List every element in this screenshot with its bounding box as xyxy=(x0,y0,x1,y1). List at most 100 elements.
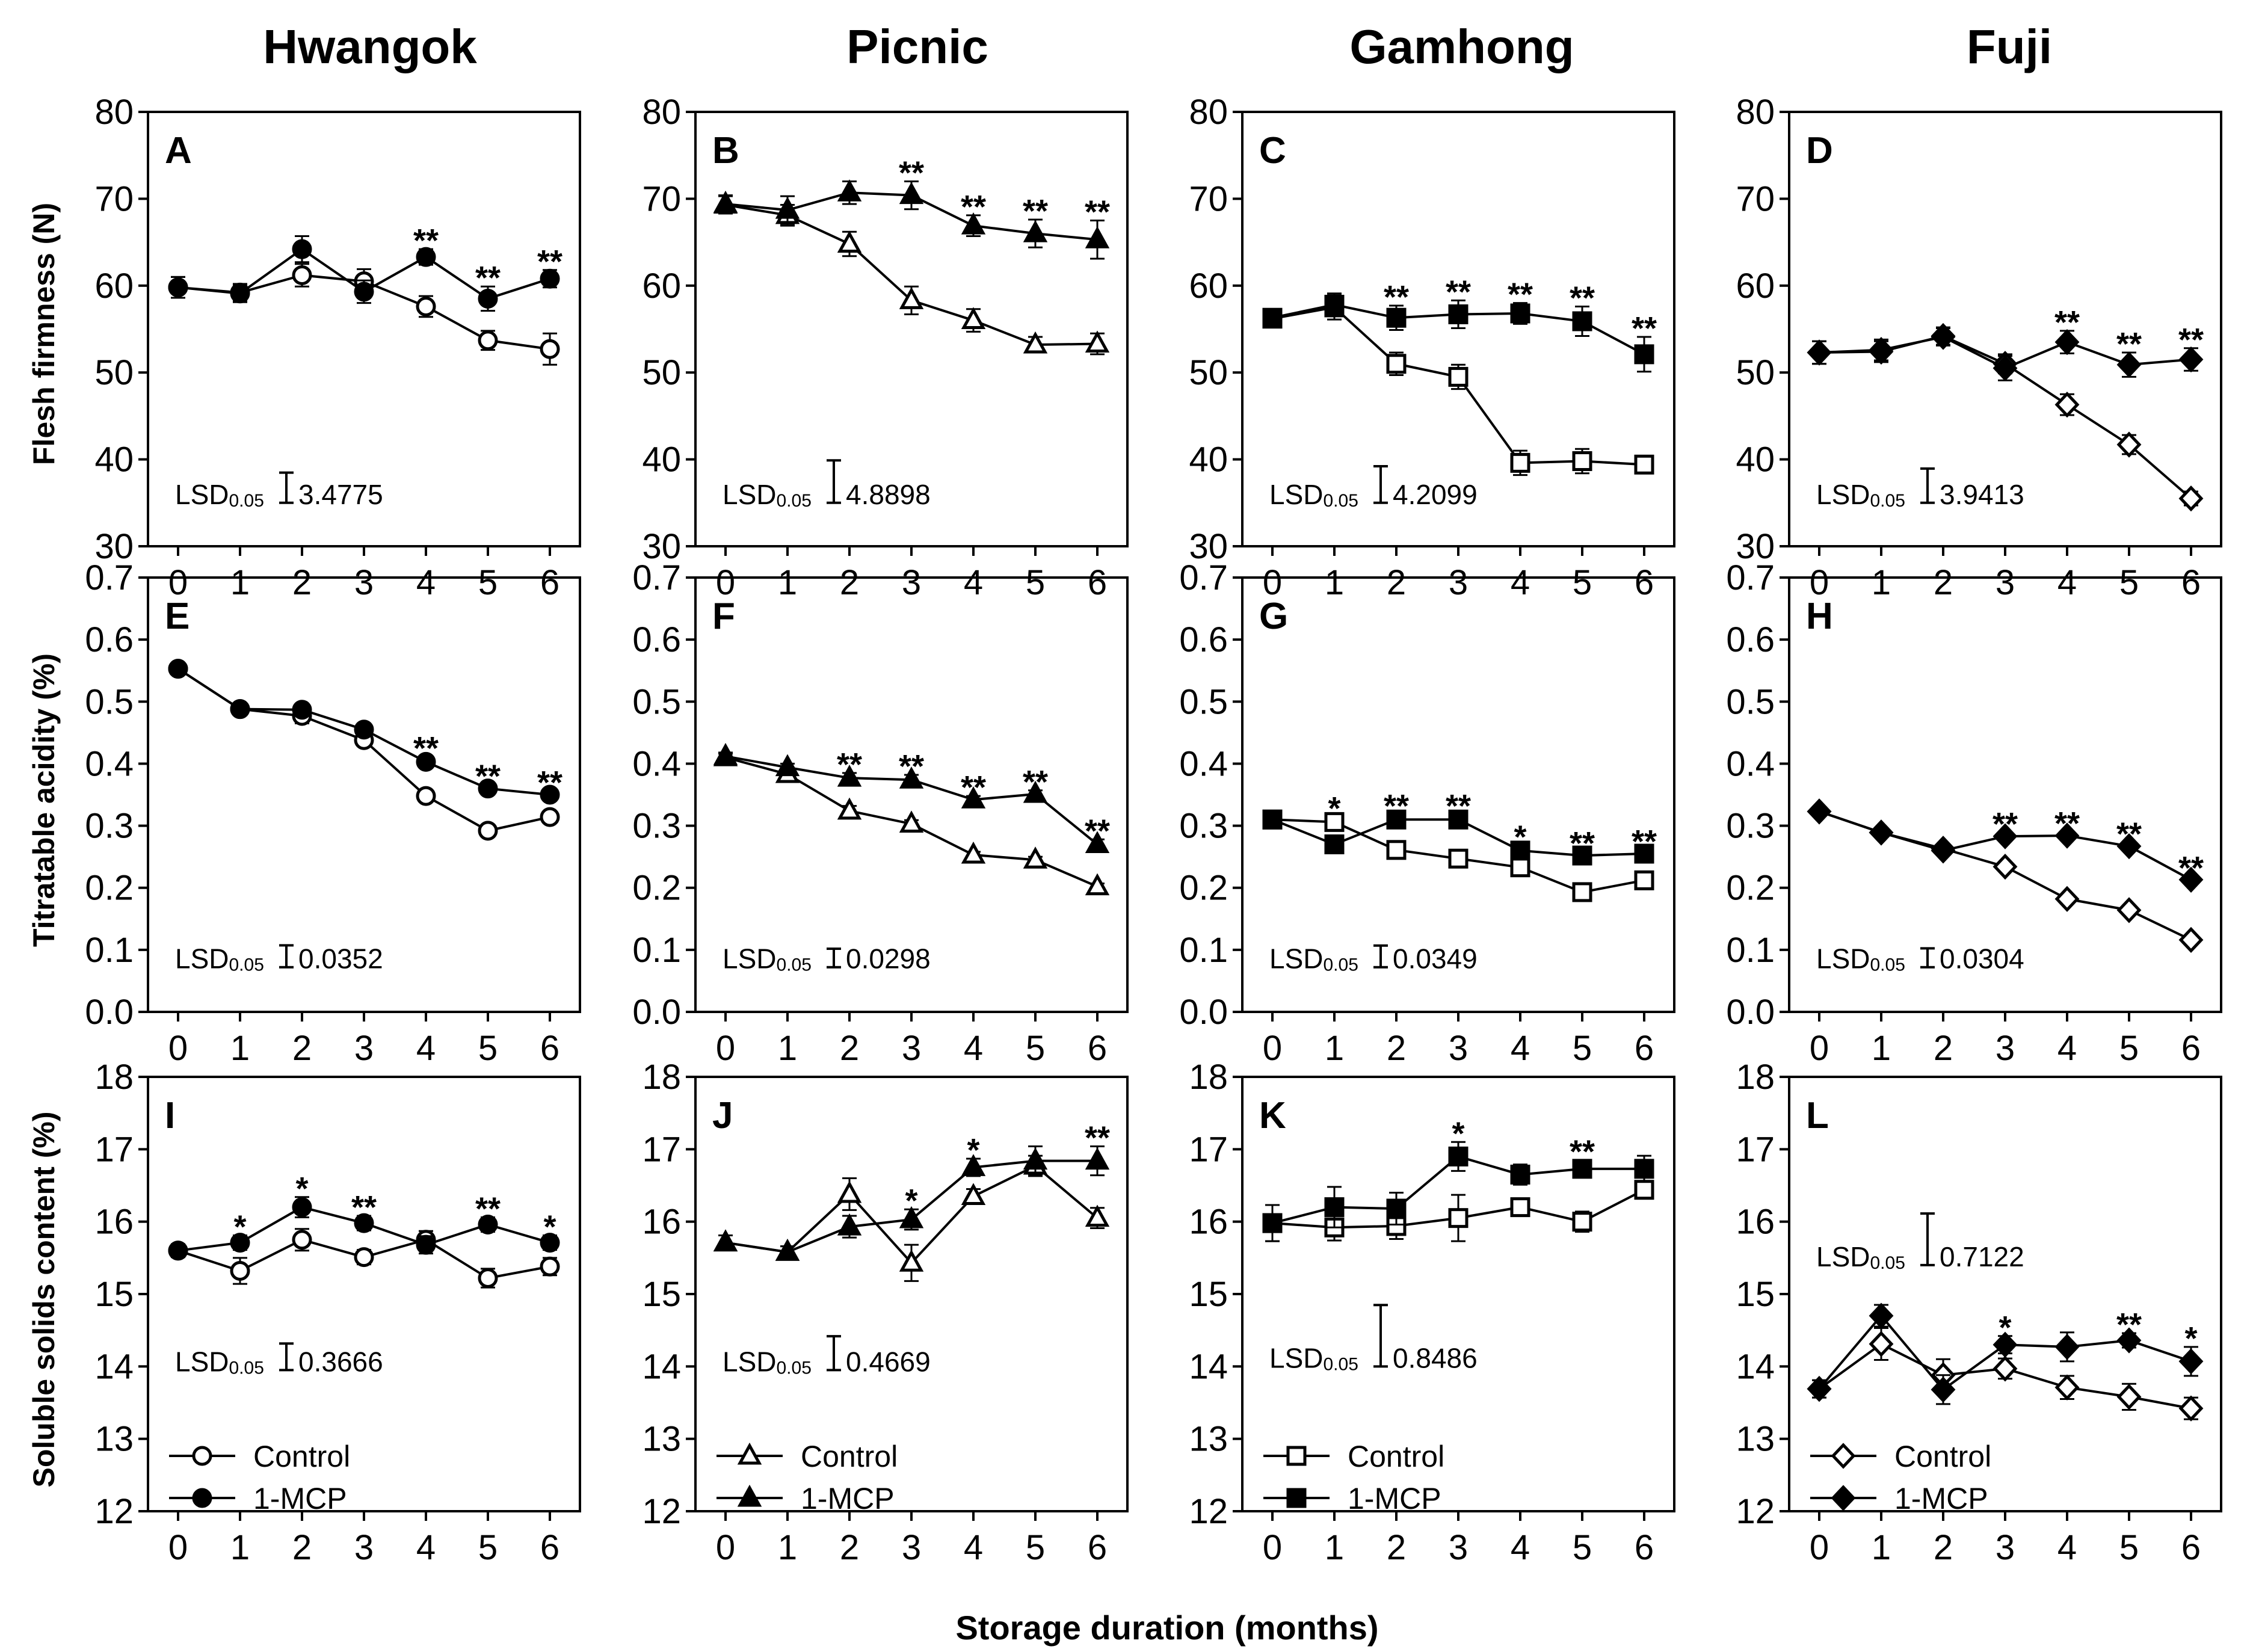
data-point xyxy=(1448,809,1469,830)
y-tick-label: 30 xyxy=(94,527,134,566)
x-tick-label: 5 xyxy=(1026,1029,1045,1068)
y-tick-label: 50 xyxy=(642,353,681,392)
data-point xyxy=(230,699,250,720)
lsd-value: 4.2099 xyxy=(1393,479,1478,510)
significance-marker: ** xyxy=(351,1189,377,1225)
data-point xyxy=(1634,870,1654,890)
x-tick-label: 6 xyxy=(1088,563,1107,602)
panel-g: 0.0 0.1 0.2 0.3 0.4 0.5 0.6 0.7 0 1 2 3 4 5 6 G LSD0.05 0… xyxy=(1179,558,1675,1068)
y-tick-label: 60 xyxy=(1736,267,1775,306)
data-point xyxy=(1085,831,1110,854)
x-tick-label: 4 xyxy=(416,1528,436,1567)
x-tick-label: 6 xyxy=(1635,1528,1654,1567)
panel-letter: K xyxy=(1259,1095,1286,1136)
legend-label-control: Control xyxy=(1348,1440,1444,1473)
lsd-label: LSD0.05 xyxy=(1269,943,1358,975)
x-tick-label: 1 xyxy=(1872,563,1891,602)
significance-marker: * xyxy=(233,1209,246,1245)
data-point xyxy=(713,742,738,765)
data-point xyxy=(1510,452,1530,473)
lsd-value: 0.0298 xyxy=(846,943,931,975)
data-point xyxy=(1324,834,1345,855)
data-point xyxy=(1807,1375,1832,1402)
significance-marker: ** xyxy=(961,769,986,806)
data-point xyxy=(775,754,800,777)
data-point xyxy=(1869,1331,1894,1357)
x-tick-label: 1 xyxy=(230,1528,250,1567)
y-tick-label: 0.1 xyxy=(85,931,134,970)
data-point xyxy=(478,288,498,309)
x-tick-label: 6 xyxy=(540,1528,559,1567)
y-tick-label: 0.0 xyxy=(632,993,681,1032)
panel-f: 0.0 0.1 0.2 0.3 0.4 0.5 0.6 0.7 0 1 2 3 4 5 6 F LSD0.05 0… xyxy=(632,558,1129,1068)
data-point xyxy=(1448,1208,1469,1228)
data-point xyxy=(1386,354,1407,374)
lsd-label: LSD0.05 xyxy=(1816,1241,1905,1273)
lsd-annotation: LSD0.05 3.9413 xyxy=(1816,467,2024,511)
y-tick-label: 40 xyxy=(1189,440,1228,479)
x-tick-label: 0 xyxy=(1810,563,1829,602)
x-tick-label: 3 xyxy=(1996,1029,2015,1068)
data-point xyxy=(1572,845,1592,866)
data-point xyxy=(775,196,800,219)
significance-marker: ** xyxy=(413,730,439,766)
panel-letter: A xyxy=(165,130,192,171)
y-tick-label: 80 xyxy=(642,93,681,132)
y-axis-label-acidity: Titratable acidity (%) xyxy=(27,653,61,947)
x-tick-label: 0 xyxy=(168,1029,188,1068)
x-tick-label: 2 xyxy=(1934,563,1953,602)
plot-frame xyxy=(147,1076,581,1512)
x-tick-label: 6 xyxy=(1635,1029,1654,1068)
data-point xyxy=(1085,330,1110,353)
legend-marker-control xyxy=(192,1446,212,1466)
significance-marker: ** xyxy=(475,1191,501,1227)
panel-letter: E xyxy=(165,596,190,637)
data-point xyxy=(540,339,560,359)
y-tick-label: 14 xyxy=(1189,1347,1228,1386)
column-title-picnic: Picnic xyxy=(846,20,988,73)
data-point xyxy=(478,778,498,799)
y-tick-label: 0.3 xyxy=(1726,807,1775,846)
row-labels: Flesh firmness (N) Titratable acidity (%… xyxy=(27,203,61,1488)
series-1mcp xyxy=(713,1145,1110,1261)
lsd-value: 3.4775 xyxy=(298,479,383,510)
series-control xyxy=(168,1228,560,1289)
lsd-value: 0.4669 xyxy=(846,1346,931,1377)
y-tick-label: 18 xyxy=(94,1058,134,1097)
lsd-label: LSD0.05 xyxy=(175,479,264,511)
y-tick-label: 12 xyxy=(1736,1492,1775,1531)
data-point xyxy=(416,1234,436,1255)
series-1mcp xyxy=(1262,809,1654,866)
data-point xyxy=(292,265,312,285)
series-control xyxy=(168,659,560,841)
y-tick-label: 0.2 xyxy=(632,869,681,908)
x-tick-label: 1 xyxy=(778,563,797,602)
data-point xyxy=(1023,780,1048,803)
x-tick-label: 0 xyxy=(716,1029,735,1068)
data-point xyxy=(540,1233,560,1253)
significance-marker: ** xyxy=(1384,279,1409,315)
x-tick-label: 1 xyxy=(778,1029,797,1068)
data-point xyxy=(1085,226,1110,248)
legend-label-control: Control xyxy=(1894,1440,1991,1473)
column-titles: Hwangok Picnic Gamhong Fuji xyxy=(263,20,2052,73)
data-point xyxy=(961,307,986,330)
significance-marker: ** xyxy=(837,747,862,783)
data-point xyxy=(2178,346,2204,373)
data-point xyxy=(1085,1204,1110,1227)
legend-label-control: Control xyxy=(801,1440,898,1473)
data-point xyxy=(899,766,924,789)
y-tick-label: 15 xyxy=(1736,1275,1775,1314)
panel-letter: H xyxy=(1806,596,1833,637)
panel-d: 30 40 50 60 70 80 0 1 2 3 4 5 6 D LSD0.05 3.9413 ** ** ** xyxy=(1736,93,2222,602)
lsd-label: LSD0.05 xyxy=(723,1346,812,1378)
y-tick-label: 50 xyxy=(1189,353,1228,392)
data-point xyxy=(1869,819,1894,846)
x-tick-label: 1 xyxy=(230,1029,250,1068)
x-tick-label: 5 xyxy=(1573,1029,1592,1068)
data-point xyxy=(2054,329,2080,356)
series-1mcp xyxy=(1262,292,1654,373)
x-tick-label: 0 xyxy=(168,563,188,602)
